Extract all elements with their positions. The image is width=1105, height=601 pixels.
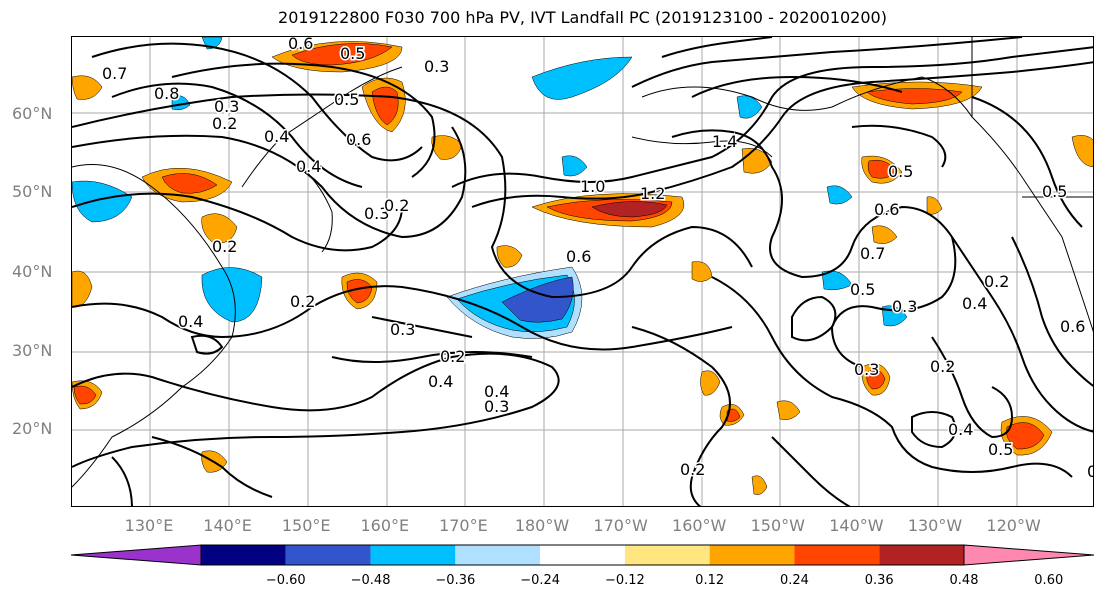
contour-label: 0.5	[1042, 182, 1067, 201]
colorbar-segment	[625, 545, 710, 565]
contour-label: 0.4	[962, 294, 987, 313]
positive-anomaly	[927, 197, 942, 215]
lon-label: 160°E	[360, 516, 409, 535]
contour-label: 0.8	[154, 84, 179, 103]
colorbar-tick-label: 0.36	[865, 573, 894, 588]
contour-label: 0.2	[290, 292, 315, 311]
negative-anomaly	[202, 267, 262, 322]
contour-label: 0.6	[346, 130, 371, 149]
positive-anomaly	[700, 371, 720, 395]
contour-label: 0.4	[948, 420, 973, 439]
positive-anomaly	[432, 136, 462, 160]
lon-label: 130°W	[908, 516, 962, 535]
positive-anomaly	[72, 271, 92, 307]
lon-label: 170°W	[593, 516, 647, 535]
lon-label: 130°E	[125, 516, 174, 535]
negative-anomaly	[72, 181, 132, 222]
lon-label: 180°W	[515, 516, 569, 535]
positive-anomaly	[752, 476, 767, 495]
lon-label: 160°W	[672, 516, 726, 535]
colorbar-tick-label: 0.60	[1034, 573, 1063, 588]
contour-label: 0.2	[984, 272, 1009, 291]
positive-anomaly	[497, 246, 522, 268]
contour-label: 0.2	[384, 196, 409, 215]
contour-label: 0.6	[288, 37, 313, 53]
positive-anomaly	[1072, 135, 1094, 167]
contour-label: 0.5	[850, 280, 875, 299]
positive-anomaly	[777, 401, 800, 420]
lon-label: 150°E	[282, 516, 331, 535]
contour-label: 0.7	[102, 64, 127, 83]
colorbar-segment	[286, 545, 371, 565]
lat-label: 20°N	[12, 419, 52, 438]
contour-label: 0.5	[334, 90, 359, 109]
colorbar-segment	[455, 545, 540, 565]
map-canvas: 0.60.50.30.20.70.80.3 0.50.4 0.60.40.30.21…	[72, 37, 1094, 507]
colorbar-segment	[371, 545, 456, 565]
contour-label: 0.3	[892, 297, 917, 316]
negative-anomaly	[827, 186, 852, 204]
colorbar-segment	[201, 545, 286, 565]
lon-label: 120°W	[986, 516, 1040, 535]
contour-label: 0.7	[860, 244, 885, 263]
contour-label: 0.6	[566, 247, 591, 266]
colorbar-tick-label: 0.12	[695, 573, 724, 588]
positive-anomaly	[692, 262, 712, 282]
positive-anomaly	[872, 226, 897, 244]
colorbar-tick-label: −0.60	[266, 573, 306, 588]
contour-label: 0.5	[340, 44, 365, 63]
colorbar-segment	[879, 545, 964, 565]
contour-label: 0.6	[1060, 317, 1085, 336]
contour-label: 0.6	[874, 200, 899, 219]
contour-label: 0.4	[178, 312, 203, 331]
contour-label: 0.5	[988, 440, 1013, 459]
colorbar-tick-label: −0.24	[520, 573, 560, 588]
contour-label: 0.3	[214, 97, 239, 116]
contour-label: 0.4	[428, 372, 453, 391]
lat-label: 30°N	[12, 341, 52, 360]
colorbar	[71, 544, 1094, 566]
contour-label: 1.4	[712, 132, 737, 151]
contour-label: 0.3	[390, 320, 415, 339]
contour-label: 0.2	[212, 114, 237, 133]
colorbar-segment	[540, 545, 625, 565]
positive-anomaly	[742, 148, 772, 173]
map-title: 2019122800 F030 700 hPa PV, IVT Landfall…	[0, 8, 1105, 27]
negative-anomaly	[562, 156, 587, 176]
lon-label: 140°E	[203, 516, 252, 535]
colorbar-tick-label: −0.36	[435, 573, 475, 588]
lat-label: 60°N	[12, 104, 52, 123]
colorbar-tick-label: 0.48	[950, 573, 979, 588]
colorbar-tick-label: 0.24	[780, 573, 809, 588]
colorbar-tick-label: −0.12	[605, 573, 645, 588]
colorbar-extend-high	[964, 545, 1094, 565]
colorbar-tick-label: −0.48	[351, 573, 391, 588]
contour-label: 0.2	[440, 347, 465, 366]
contour-label: 1.0	[580, 177, 605, 196]
colorbar-segment	[710, 545, 795, 565]
contour-label: 0.3	[854, 360, 879, 379]
contour-label: 0.2	[930, 357, 955, 376]
contour-label: 1.2	[640, 184, 665, 203]
contour-label: 0.4	[264, 127, 289, 146]
contour-label: 0.5	[888, 162, 913, 181]
map-panel: 0.6 0.5 0.3 0.2 0.7 0.8 0.3 0.5 0.4 0.6 0.4 0.3 0.2 1…	[71, 36, 1094, 507]
contour-label: 0.2	[212, 237, 237, 256]
lon-label: 170°E	[439, 516, 488, 535]
contour-label: 0.3	[424, 57, 449, 76]
contour-label: 0.2	[680, 460, 705, 479]
lon-label: 150°W	[751, 516, 805, 535]
negative-anomaly	[532, 57, 632, 100]
lon-label: 140°W	[829, 516, 883, 535]
colorbar-extend-low	[71, 545, 201, 565]
contour-label: 0.4	[296, 157, 321, 176]
lat-label: 50°N	[12, 182, 52, 201]
negative-anomaly	[737, 96, 762, 119]
colorbar-segment	[794, 545, 879, 565]
positive-anomaly	[72, 76, 102, 100]
lat-label: 40°N	[12, 262, 52, 281]
contour-label: 0.1	[1087, 462, 1094, 481]
contour-label: 0.3	[484, 397, 509, 416]
